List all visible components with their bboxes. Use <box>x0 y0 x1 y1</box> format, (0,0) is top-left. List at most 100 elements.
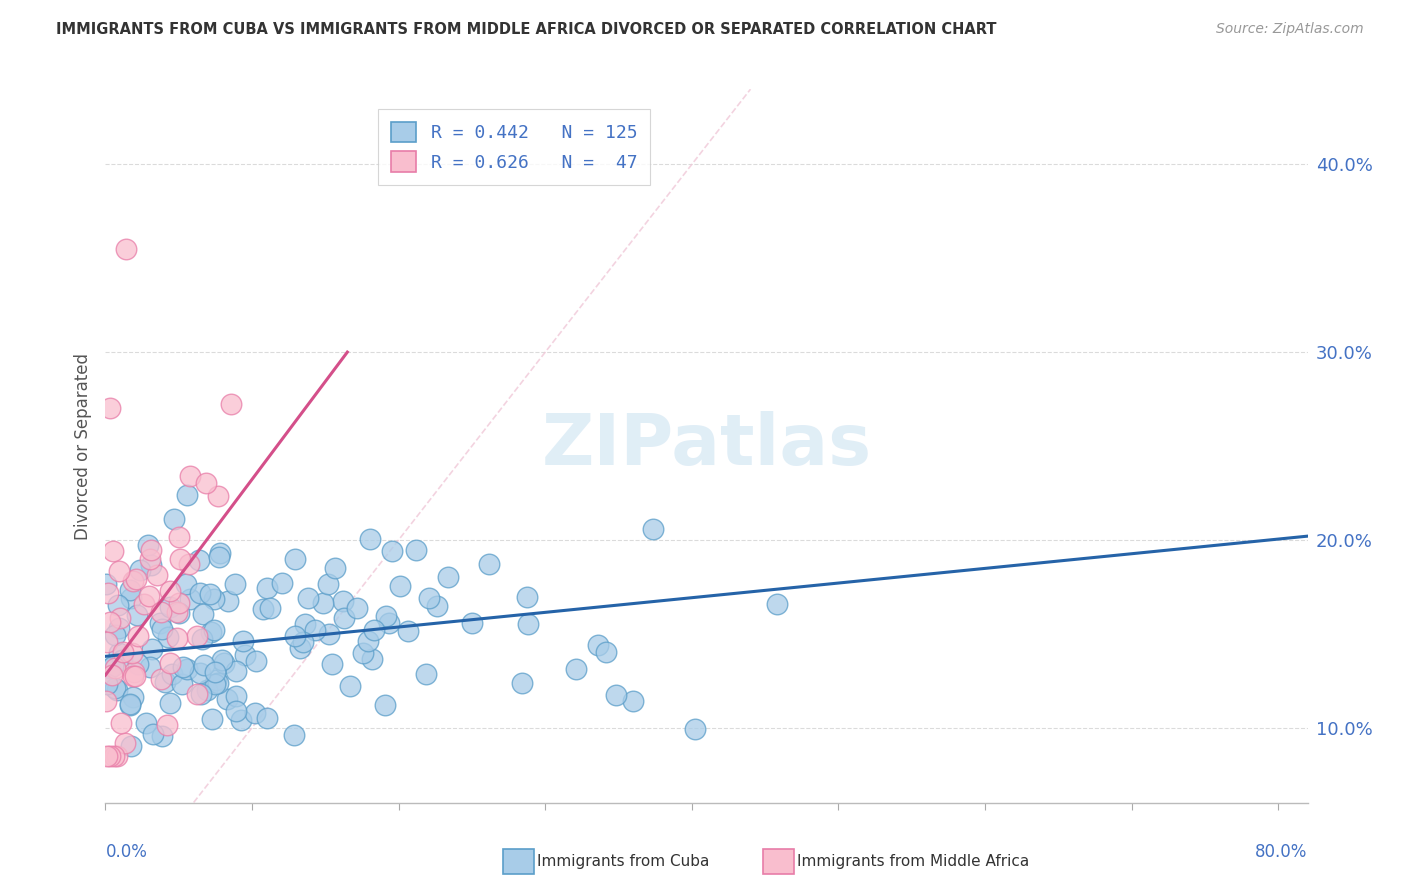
Point <box>120 698 142 712</box>
Point <box>231 713 253 727</box>
Y-axis label: Divorced or Separated: Divorced or Separated <box>73 352 91 540</box>
Point <box>120 582 142 597</box>
Point <box>142 727 165 741</box>
Point <box>166 631 188 645</box>
Point <box>478 558 501 572</box>
Point <box>120 739 142 754</box>
Point <box>316 577 339 591</box>
Point <box>108 646 131 660</box>
Point <box>595 645 617 659</box>
Point <box>381 544 404 558</box>
Point <box>104 628 127 642</box>
Point <box>146 567 169 582</box>
Point <box>98 748 121 763</box>
Point <box>219 397 242 411</box>
Point <box>332 594 354 608</box>
Point <box>225 664 247 678</box>
Point <box>312 596 335 610</box>
Point <box>389 578 412 592</box>
Point <box>683 723 706 737</box>
Point <box>374 608 396 623</box>
Point <box>111 653 134 667</box>
Point <box>94 693 117 707</box>
Point <box>159 600 181 615</box>
Point <box>124 669 146 683</box>
Point <box>284 629 307 643</box>
Point <box>149 616 172 631</box>
Point <box>217 692 239 706</box>
Point <box>108 611 131 625</box>
Point <box>122 690 145 704</box>
Point <box>188 586 211 600</box>
Point <box>271 576 294 591</box>
Point <box>98 401 121 416</box>
Point <box>517 617 540 632</box>
Point <box>304 623 326 637</box>
Point <box>233 648 256 663</box>
Text: ZIPatlas: ZIPatlas <box>541 411 872 481</box>
Point <box>105 748 128 763</box>
Text: Immigrants from Cuba: Immigrants from Cuba <box>537 855 710 869</box>
Point <box>188 666 211 681</box>
Point <box>204 665 226 679</box>
Point <box>96 748 118 763</box>
Point <box>127 608 149 623</box>
Point <box>586 638 609 652</box>
Point <box>212 656 235 670</box>
Point <box>167 596 190 610</box>
Point <box>157 630 180 644</box>
Point <box>166 605 188 619</box>
Point <box>252 602 274 616</box>
Point <box>259 601 281 615</box>
Point <box>125 573 148 587</box>
Point <box>190 687 212 701</box>
Point <box>139 659 162 673</box>
Point <box>110 715 132 730</box>
Point <box>357 633 380 648</box>
Point <box>169 530 191 544</box>
Point <box>198 587 221 601</box>
Point <box>232 633 254 648</box>
Point <box>159 696 181 710</box>
Point <box>297 591 319 606</box>
Point <box>179 469 201 483</box>
Point <box>195 475 218 490</box>
Point <box>765 597 787 611</box>
Point <box>318 627 340 641</box>
Point <box>360 652 382 666</box>
Point <box>141 558 163 573</box>
Point <box>149 672 172 686</box>
Point <box>346 600 368 615</box>
Point <box>129 563 152 577</box>
Point <box>149 605 172 619</box>
Point <box>170 677 193 691</box>
Point <box>101 658 124 673</box>
Point <box>378 616 401 631</box>
Point <box>121 669 143 683</box>
Point <box>418 591 440 605</box>
Point <box>114 736 136 750</box>
Point <box>200 625 222 640</box>
Point <box>186 687 208 701</box>
Point <box>339 679 361 693</box>
Point <box>179 592 201 607</box>
Point <box>205 673 228 687</box>
Point <box>186 629 208 643</box>
Point <box>138 589 160 603</box>
Point <box>160 667 183 681</box>
Point <box>193 607 215 621</box>
Point <box>118 698 141 712</box>
Point <box>436 570 458 584</box>
Point <box>103 748 125 763</box>
Point <box>127 629 149 643</box>
Point <box>323 561 346 575</box>
Point <box>621 694 644 708</box>
Point <box>152 622 174 636</box>
Point <box>139 552 162 566</box>
Point <box>176 663 198 677</box>
Point <box>332 611 354 625</box>
Text: Source: ZipAtlas.com: Source: ZipAtlas.com <box>1216 22 1364 37</box>
Point <box>127 657 149 671</box>
Point <box>294 617 316 632</box>
Point <box>207 675 229 690</box>
